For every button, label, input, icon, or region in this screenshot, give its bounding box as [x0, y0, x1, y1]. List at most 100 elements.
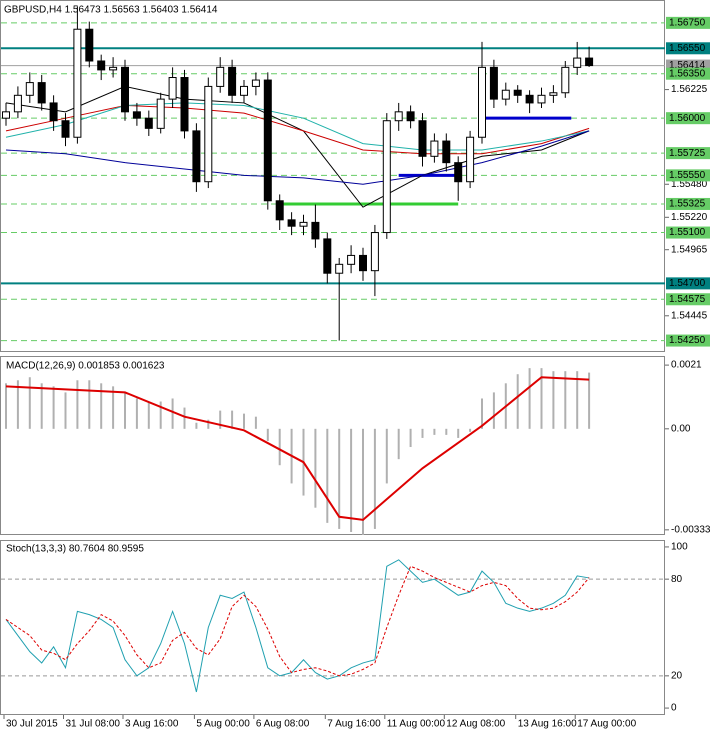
macd-bar — [588, 372, 591, 429]
level-price-box — [666, 147, 710, 160]
y-tick-label: 1.55220 — [671, 212, 708, 223]
macd-bar — [5, 383, 7, 429]
candle-body — [240, 85, 248, 96]
candle-body — [180, 77, 189, 132]
candle-body — [489, 66, 498, 100]
macd-bar — [195, 422, 198, 429]
indicator-line — [5, 130, 590, 185]
candle-body — [25, 82, 34, 96]
candle-body — [204, 85, 213, 183]
macd-bar — [445, 428, 448, 435]
macd-bar — [231, 410, 234, 429]
level-price-box — [666, 16, 710, 29]
candle-body — [382, 120, 391, 234]
macd-bar — [528, 368, 531, 429]
candle-body — [418, 120, 427, 157]
candle-body — [299, 221, 308, 227]
macd-bar — [52, 386, 55, 429]
level-price-label: 1.56000 — [669, 113, 706, 124]
level-price-label: 1.55325 — [669, 199, 706, 210]
macd-bar — [16, 380, 19, 429]
macd-bar — [171, 398, 174, 429]
macd-bar — [385, 428, 388, 484]
indicator-line — [5, 565, 590, 677]
level-price-label: 1.54700 — [669, 278, 706, 289]
candle-body — [359, 254, 367, 272]
y-tick-label: 100 — [671, 542, 688, 553]
macd-bar — [552, 371, 555, 429]
x-tick-label: 12 Aug 08:00 — [446, 719, 505, 730]
candle-body — [132, 111, 141, 119]
macd-bar — [219, 410, 222, 429]
level-price-label: 1.55100 — [669, 227, 706, 238]
candle-body — [323, 238, 332, 274]
macd-bar — [576, 371, 579, 429]
level-price-label: 1.56750 — [669, 18, 706, 29]
macd-bar — [135, 398, 138, 429]
macd-bar — [492, 392, 495, 429]
level-price-label: 1.56550 — [669, 43, 706, 54]
level-price-box — [666, 334, 710, 347]
indicator-line — [5, 102, 590, 151]
macd-bar — [564, 371, 567, 429]
level-price-label: 1.56350 — [669, 68, 706, 79]
x-tick-label: 7 Aug 16:00 — [327, 719, 381, 730]
candle-body — [561, 66, 570, 94]
macd-bar — [362, 428, 364, 535]
candle-body — [144, 117, 153, 129]
price-title: GBPUSD,H4 1.56473 1.56563 1.56403 1.5641… — [4, 5, 218, 16]
macd-bar — [40, 383, 43, 429]
macd-bar — [100, 383, 103, 429]
y-tick-label: 80 — [671, 574, 683, 585]
macd-bar — [207, 419, 210, 429]
y-tick-label: 1.56225 — [671, 84, 708, 95]
level-price-label: 1.55725 — [669, 148, 706, 159]
macd-bar — [112, 386, 115, 429]
macd-bar — [76, 380, 79, 429]
candle-body — [311, 221, 320, 240]
candle-body — [394, 111, 403, 122]
candle-body — [549, 92, 558, 96]
candle-body — [287, 219, 296, 227]
y-tick-label: 1.55480 — [671, 179, 708, 190]
macd-bar — [243, 413, 245, 429]
macd-bar — [516, 374, 519, 429]
macd-bar — [124, 392, 126, 429]
candle-body — [73, 28, 82, 138]
level-price-label: 1.56414 — [669, 60, 706, 71]
candle-body — [442, 140, 451, 164]
macd-bar — [28, 377, 31, 429]
x-tick-label: 11 Aug 00:00 — [387, 719, 446, 730]
candle-body — [13, 94, 22, 113]
x-tick-label: 17 Aug 00:00 — [577, 719, 636, 730]
macd-bar — [338, 428, 341, 529]
level-price-box — [666, 293, 710, 306]
x-tick-label: 6 Aug 08:00 — [256, 719, 310, 730]
candle-body — [454, 162, 463, 183]
level-price-box — [666, 226, 710, 239]
candle-body — [192, 130, 201, 183]
macd-bar — [373, 428, 376, 529]
candle-body — [2, 111, 10, 119]
level-price-label: 1.54250 — [669, 335, 706, 346]
x-tick-label: 31 Jul 08:00 — [66, 719, 121, 730]
macd-bar — [481, 398, 483, 429]
candle-body — [478, 66, 486, 138]
candle-body — [406, 111, 415, 122]
x-tick-label: 5 Aug 00:00 — [196, 719, 250, 730]
y-tick-label: 20 — [671, 670, 683, 681]
candle-body — [513, 89, 522, 96]
macd-bar — [469, 428, 472, 432]
candle-body — [430, 140, 439, 157]
candle-body — [347, 254, 356, 265]
macd-title: MACD(12,26,9) 0.001853 0.001623 — [6, 361, 165, 372]
macd-bar — [159, 401, 162, 429]
macd-bar — [457, 428, 460, 438]
indicator-line — [5, 104, 590, 155]
level-price-box — [666, 112, 710, 125]
y-tick-label: -0.00333 — [671, 524, 711, 535]
candle-body — [466, 136, 475, 183]
candle-body — [335, 263, 344, 274]
macd-bar — [433, 428, 436, 435]
